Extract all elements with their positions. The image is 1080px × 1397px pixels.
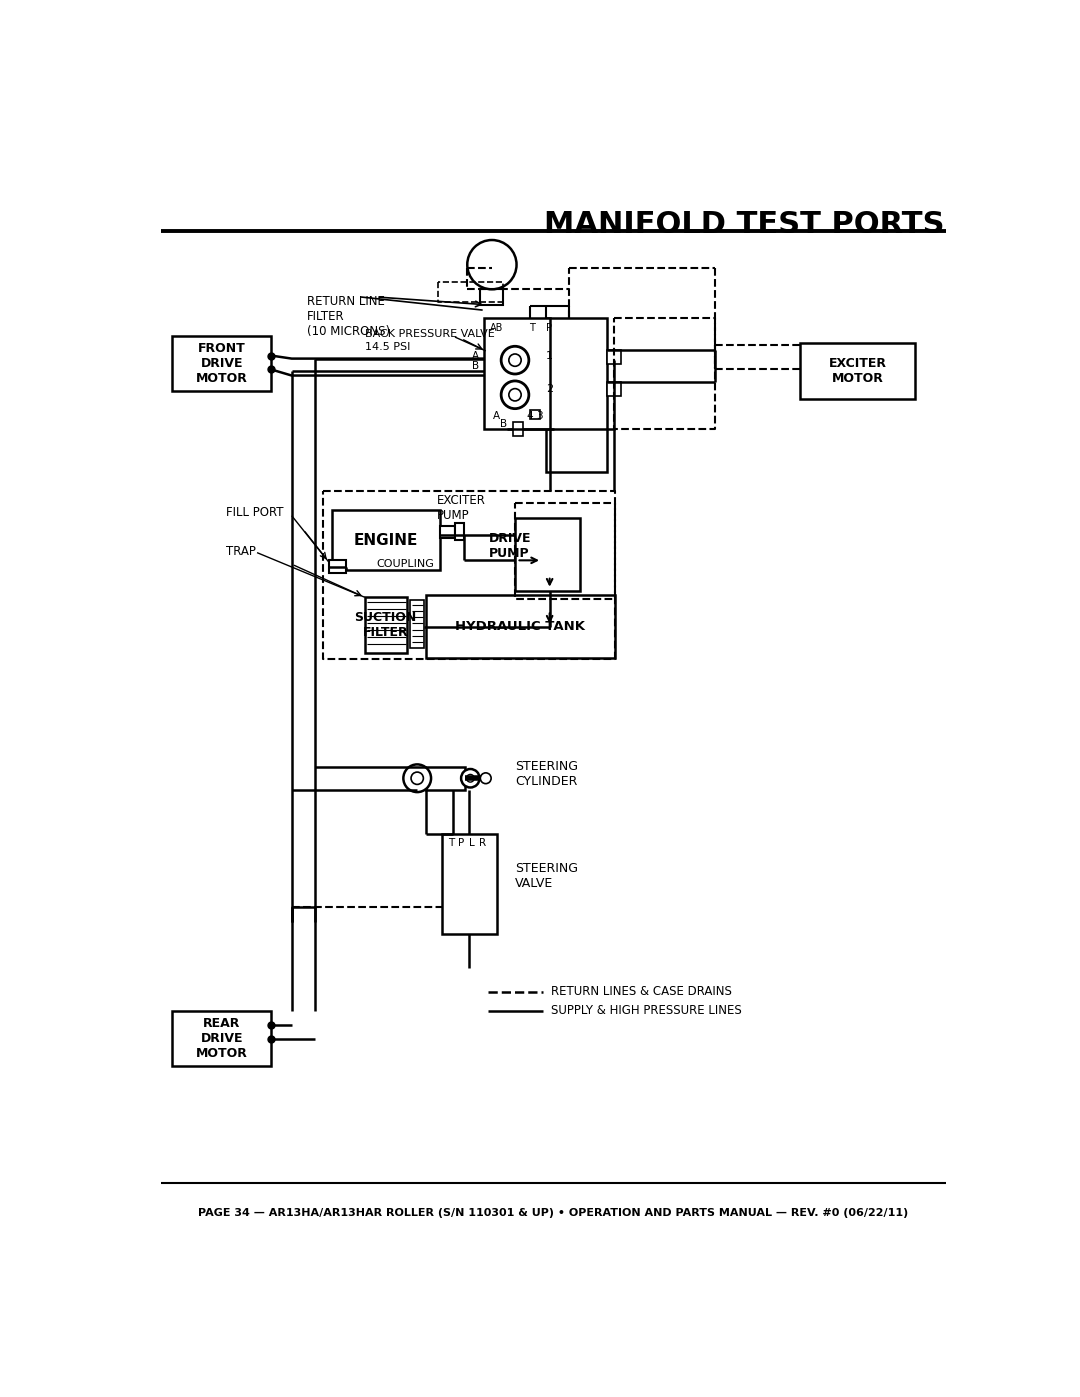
- Bar: [545, 317, 607, 472]
- Bar: [410, 601, 424, 648]
- Bar: [515, 518, 580, 591]
- Bar: [427, 767, 465, 789]
- Text: A: A: [492, 411, 500, 420]
- Bar: [173, 1011, 271, 1066]
- Bar: [481, 289, 503, 306]
- Text: ENGINE: ENGINE: [353, 532, 418, 548]
- Text: 4: 4: [527, 411, 534, 420]
- Text: T: T: [448, 838, 455, 848]
- Bar: [173, 335, 271, 391]
- Bar: [332, 510, 440, 570]
- Text: TRAP: TRAP: [226, 545, 256, 557]
- Bar: [427, 595, 616, 658]
- Circle shape: [467, 774, 474, 782]
- Text: DRIVE
PUMP: DRIVE PUMP: [489, 532, 531, 560]
- Text: 2: 2: [545, 384, 553, 394]
- Text: R: R: [478, 838, 486, 848]
- Circle shape: [509, 353, 522, 366]
- Text: SUCTION
FILTER: SUCTION FILTER: [354, 610, 417, 638]
- Text: B: B: [472, 362, 478, 372]
- Circle shape: [468, 240, 516, 289]
- Text: HYDRAULIC TANK: HYDRAULIC TANK: [456, 620, 585, 633]
- Text: PAGE 34 — AR13HA/AR13HAR ROLLER (S/N 110301 & UP) • OPERATION AND PARTS MANUAL —: PAGE 34 — AR13HA/AR13HAR ROLLER (S/N 110…: [199, 1207, 908, 1218]
- Text: 14.5 PSI: 14.5 PSI: [365, 342, 410, 352]
- Text: P: P: [545, 323, 552, 332]
- Bar: [607, 381, 621, 395]
- Text: A: A: [472, 351, 478, 360]
- Text: RETURN LINES & CASE DRAINS: RETURN LINES & CASE DRAINS: [551, 985, 732, 997]
- Bar: [442, 834, 497, 933]
- Text: FRONT
DRIVE
MOTOR: FRONT DRIVE MOTOR: [195, 342, 247, 384]
- Text: RETURN LINE
FILTER
(10 MICRONS): RETURN LINE FILTER (10 MICRONS): [307, 295, 390, 338]
- Text: MANIFOLD TEST PORTS: MANIFOLD TEST PORTS: [544, 210, 945, 239]
- Text: SUPPLY & HIGH PRESSURE LINES: SUPPLY & HIGH PRESSURE LINES: [551, 1004, 742, 1017]
- Text: COUPLING: COUPLING: [377, 559, 434, 569]
- Text: AB: AB: [490, 323, 503, 332]
- Circle shape: [501, 346, 529, 374]
- Bar: [530, 411, 540, 419]
- Circle shape: [501, 381, 529, 409]
- Text: BACK PRESSURE VALVE: BACK PRESSURE VALVE: [365, 330, 495, 339]
- Bar: [607, 351, 621, 365]
- Bar: [328, 560, 346, 573]
- Text: B: B: [500, 419, 508, 429]
- Text: FILL PORT: FILL PORT: [226, 506, 284, 520]
- Circle shape: [481, 773, 491, 784]
- Text: REAR
DRIVE
MOTOR: REAR DRIVE MOTOR: [195, 1017, 247, 1060]
- Text: 3: 3: [537, 411, 543, 420]
- Text: STEERING
CYLINDER: STEERING CYLINDER: [515, 760, 578, 788]
- Bar: [365, 598, 407, 652]
- Text: P: P: [458, 838, 464, 848]
- Text: STEERING
VALVE: STEERING VALVE: [515, 862, 578, 890]
- Text: 1: 1: [545, 351, 553, 362]
- Text: EXCITER
PUMP: EXCITER PUMP: [436, 495, 485, 522]
- Bar: [513, 422, 523, 436]
- Circle shape: [403, 764, 431, 792]
- Bar: [440, 525, 455, 538]
- Text: L: L: [469, 838, 474, 848]
- Circle shape: [411, 773, 423, 784]
- Circle shape: [509, 388, 522, 401]
- Circle shape: [461, 768, 480, 788]
- Bar: [800, 344, 916, 398]
- Text: EXCITER
MOTOR: EXCITER MOTOR: [828, 356, 887, 386]
- Bar: [484, 317, 550, 429]
- Text: T: T: [529, 323, 535, 332]
- Bar: [455, 524, 464, 541]
